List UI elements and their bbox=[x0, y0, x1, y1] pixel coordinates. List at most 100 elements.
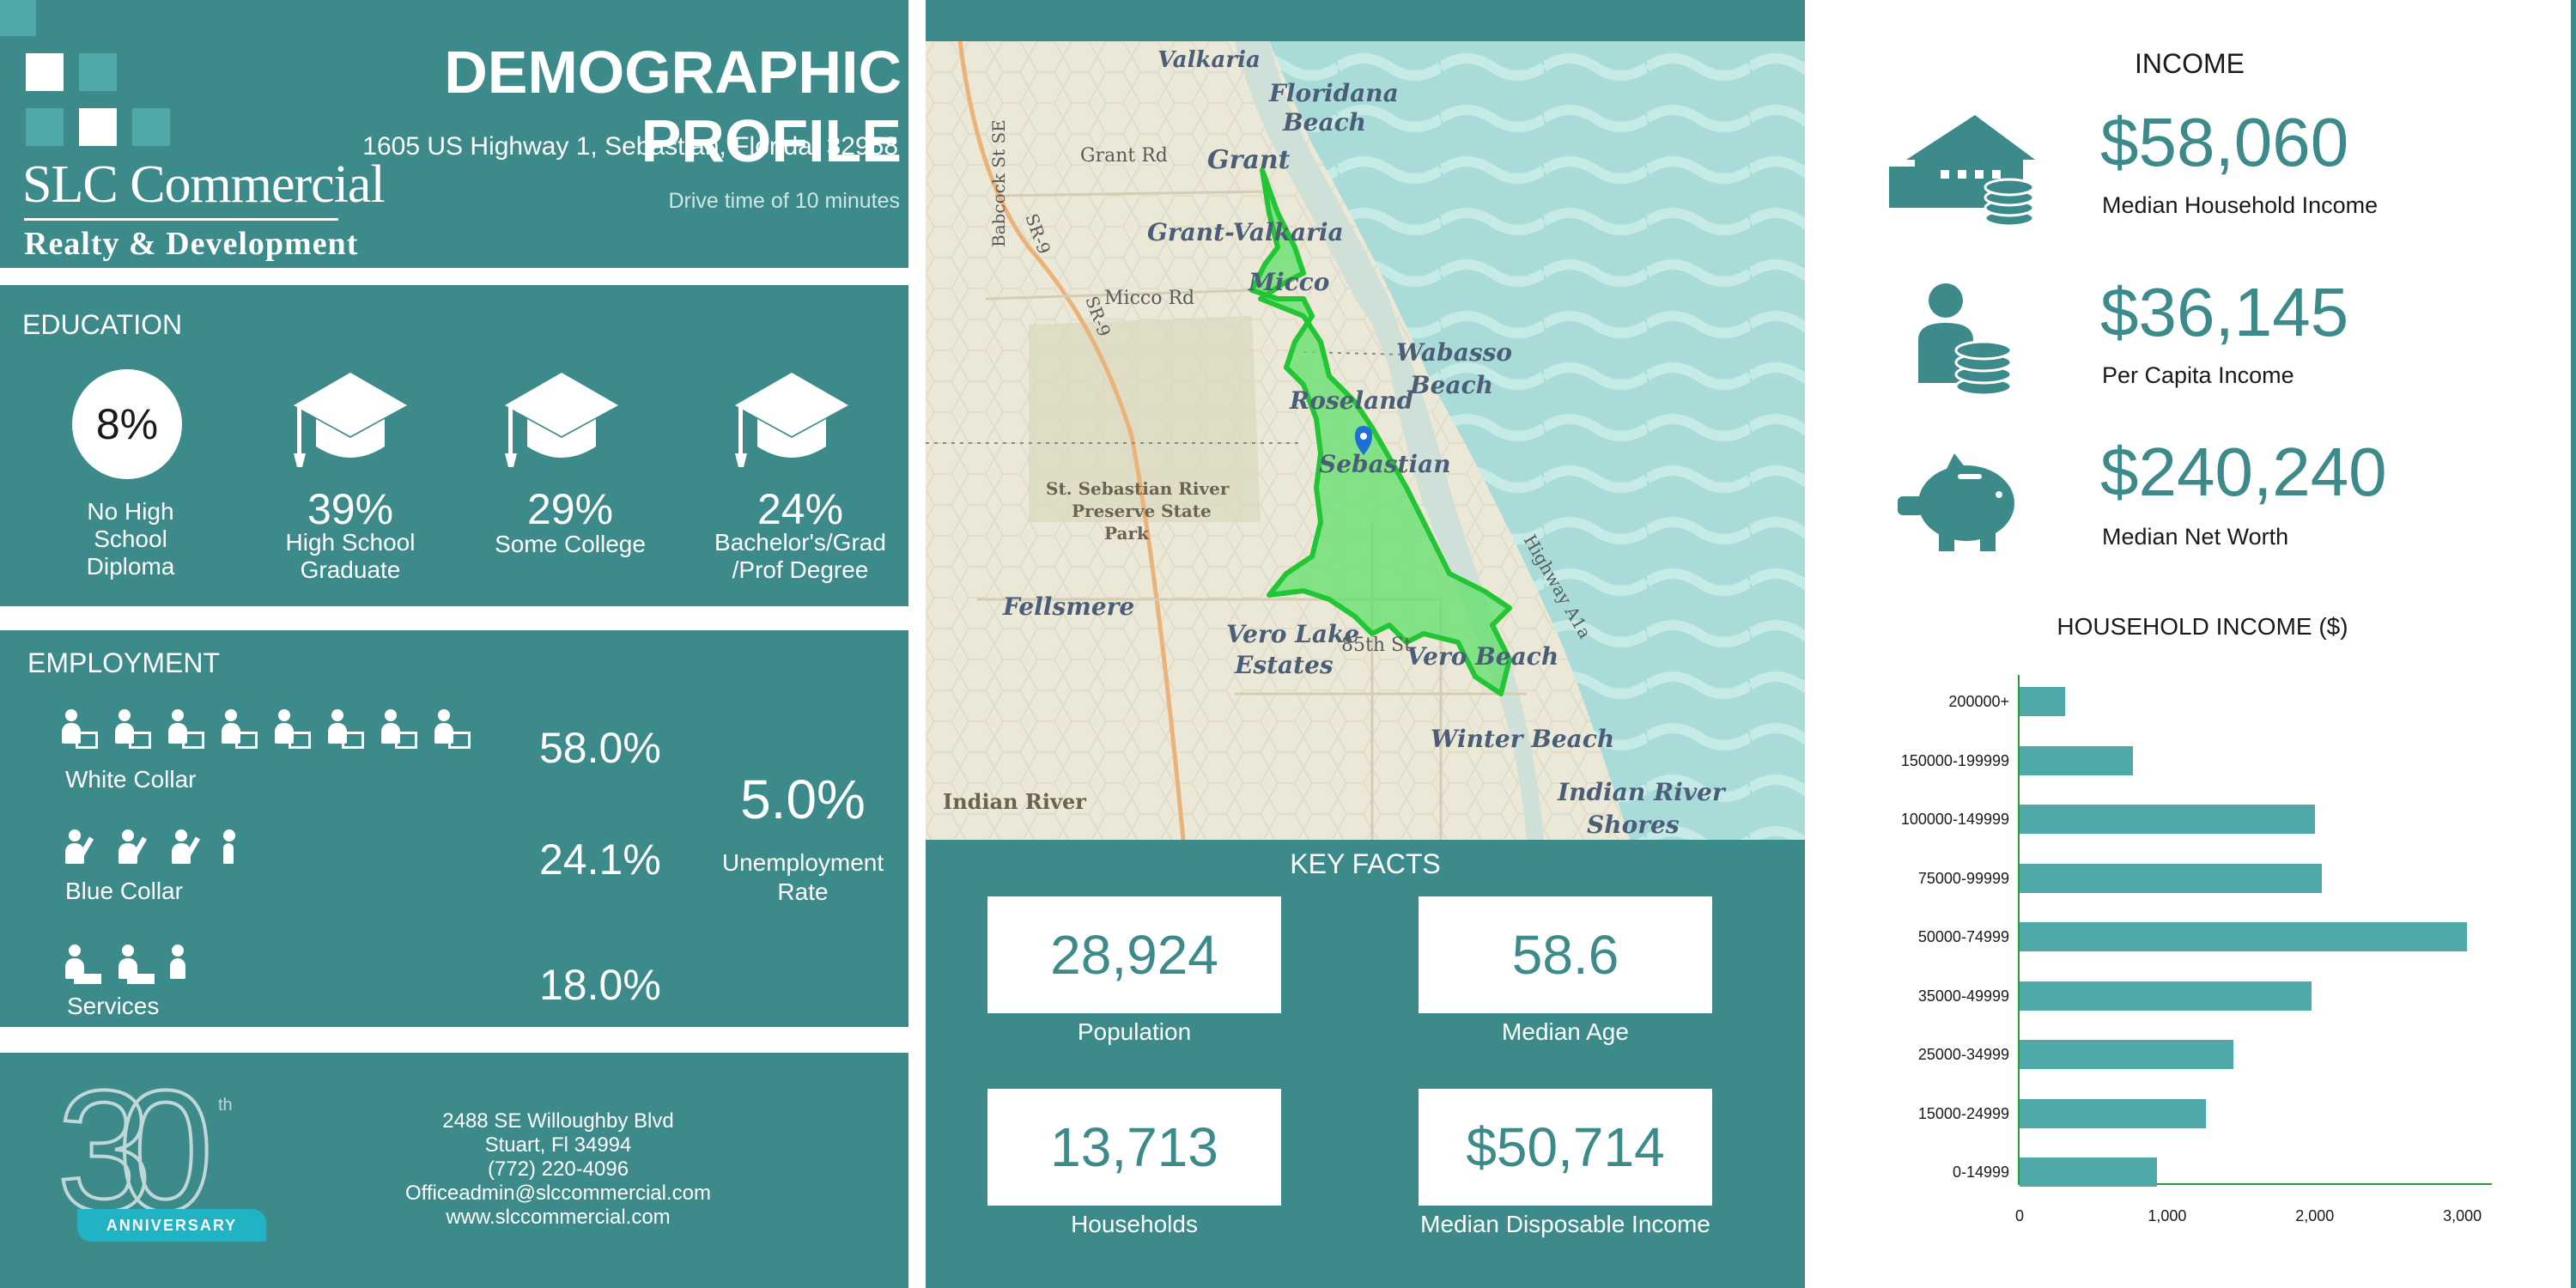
median-age-label: Median Age bbox=[1502, 1018, 1629, 1045]
map-label: Indian River bbox=[943, 789, 1086, 814]
map-label: Grant Rd bbox=[1080, 145, 1168, 167]
disposable-income-box: $50,714 bbox=[1419, 1089, 1712, 1206]
bar bbox=[2020, 805, 2315, 834]
edu-label: Bachelor's/Grad /Prof Degree bbox=[714, 529, 886, 583]
median-net-worth-label: Median Net Worth bbox=[2102, 524, 2289, 550]
category-label: 15000-24999 bbox=[1917, 1104, 2009, 1122]
population-box: 28,924 bbox=[987, 896, 1281, 1013]
office-worker-icon bbox=[326, 709, 364, 750]
employment-panel: EMPLOYMENT White Collar 58.0% Blue Colla… bbox=[0, 630, 908, 1027]
area-map[interactable]: Valkaria Floridana Beach Grant Rd Grant … bbox=[926, 41, 1805, 840]
education-title: EDUCATION bbox=[22, 309, 183, 340]
white-collar-icons bbox=[60, 709, 471, 750]
map-label: Fellsmere bbox=[1002, 592, 1134, 621]
edu-label: Some College bbox=[495, 531, 646, 557]
drive-time-polygon bbox=[1249, 167, 1512, 696]
logo-divider bbox=[24, 218, 338, 221]
median-age-box: 58.6 bbox=[1419, 896, 1712, 1013]
drive-time: Drive time of 10 minutes bbox=[668, 189, 900, 213]
right-edge-bar bbox=[2571, 0, 2576, 1288]
laborer-icon bbox=[170, 829, 208, 871]
category-label: 50000-74999 bbox=[1917, 928, 2009, 945]
x-tick-label: 0 bbox=[2014, 1207, 2024, 1224]
location-pin-icon bbox=[1355, 426, 1372, 455]
category-label: 200000+ bbox=[1948, 693, 2009, 710]
service-worker-icon bbox=[117, 945, 155, 986]
unemployment-label: Unemployment Rate bbox=[721, 849, 884, 905]
house-coins-icon bbox=[1889, 115, 2035, 228]
map-label: Roseland bbox=[1289, 386, 1413, 415]
x-tick-label: 2,000 bbox=[2295, 1207, 2335, 1224]
per-capita-income-label: Per Capita Income bbox=[2102, 362, 2294, 388]
median-household-income-label: Median Household Income bbox=[2102, 192, 2379, 218]
chart-title: HOUSEHOLD INCOME ($) bbox=[2057, 613, 2348, 640]
education-panel: EDUCATION 8% No High School Diploma 39% … bbox=[0, 285, 908, 606]
key-facts-panel: KEY FACTS 28,924 Population 58.6 Median … bbox=[926, 840, 1805, 1288]
services-pct: 18.0% bbox=[539, 961, 661, 1009]
laborer-icon-partial bbox=[223, 829, 235, 871]
office-worker-icon bbox=[113, 709, 151, 750]
households-box: 13,713 bbox=[987, 1089, 1281, 1206]
category-label: 75000-99999 bbox=[1917, 869, 2009, 887]
edu-pct: 24% bbox=[756, 485, 844, 533]
x-tick-label: 3,000 bbox=[2443, 1207, 2482, 1224]
map-label: Sebastian bbox=[1319, 450, 1451, 478]
service-worker-icon-partial bbox=[170, 945, 187, 986]
map-label: Micco bbox=[1248, 268, 1329, 296]
person-coins-icon bbox=[1918, 283, 2013, 397]
laborer-icon bbox=[64, 829, 101, 871]
bar bbox=[2020, 981, 2312, 1011]
contact-email[interactable]: Officeadmin@slccommercial.com bbox=[404, 1182, 711, 1205]
unemployment-rate: 5.0% bbox=[740, 769, 866, 830]
map-label: Winter Beach bbox=[1431, 725, 1614, 753]
bar bbox=[2020, 1040, 2234, 1069]
income-title: INCOME bbox=[2135, 48, 2245, 79]
graduation-cap-icon bbox=[505, 373, 618, 467]
office-worker-icon bbox=[433, 709, 471, 750]
header-panel: SLC Commercial Realty & Development DEMO… bbox=[0, 0, 908, 268]
map-label: Micco Rd bbox=[1104, 288, 1194, 309]
laborer-icon bbox=[117, 829, 155, 871]
logo-sub-text: Realty & Development bbox=[24, 226, 359, 262]
blue-collar-icons bbox=[64, 829, 235, 871]
white-collar-label: White Collar bbox=[65, 766, 197, 793]
median-household-income: $58,060 bbox=[2100, 104, 2349, 180]
contact-city: Stuart, Fl 34994 bbox=[484, 1133, 632, 1157]
contact-website[interactable]: www.slccommercial.com bbox=[446, 1206, 671, 1229]
map-label: Vero Beach bbox=[1406, 642, 1558, 671]
category-label: 100000-149999 bbox=[1900, 811, 2009, 828]
household-income-chart: 200000+ 150000-199999 100000-149999 75000-9… bbox=[1889, 670, 2542, 1236]
key-facts-title: KEY FACTS bbox=[1290, 848, 1441, 879]
map-label: Valkaria bbox=[1157, 47, 1261, 73]
white-collar-pct: 58.0% bbox=[539, 724, 661, 772]
graduation-cap-icon bbox=[735, 373, 848, 467]
contact-street: 2488 SE Willoughby Blvd bbox=[442, 1109, 674, 1133]
map-label: Park bbox=[1104, 523, 1150, 544]
map-label: Indian River bbox=[1557, 778, 1727, 806]
map-label: Grant bbox=[1207, 145, 1291, 175]
map-label: 85th St bbox=[1341, 635, 1412, 656]
site-address: 1605 US Highway 1, Sebastian, Florida, 3… bbox=[362, 132, 898, 161]
households-label: Households bbox=[1071, 1211, 1198, 1237]
map-label: Estates bbox=[1234, 651, 1334, 679]
category-label: 0-14999 bbox=[1952, 1163, 2009, 1181]
services-icons bbox=[64, 945, 187, 986]
map-top-strip bbox=[926, 0, 1805, 41]
map-label: St. Sebastian River bbox=[1046, 478, 1230, 499]
blue-collar-pct: 24.1% bbox=[539, 835, 661, 884]
office-worker-icon bbox=[220, 709, 258, 750]
map-label: Floridana bbox=[1268, 79, 1399, 107]
map-label: Shores bbox=[1587, 811, 1680, 839]
disposable-income-label: Median Disposable Income bbox=[1420, 1211, 1710, 1237]
page-title: DEMOGRAPHIC PROFILE bbox=[444, 39, 902, 174]
office-worker-icon bbox=[273, 709, 311, 750]
map-label: Grant-Valkaria bbox=[1147, 218, 1344, 246]
y-axis-line bbox=[2018, 675, 2020, 1185]
contact-block: 2488 SE Willoughby Blvd Stuart, Fl 34994… bbox=[361, 1109, 756, 1230]
x-tick-label: 1,000 bbox=[2148, 1207, 2187, 1224]
bar bbox=[2020, 863, 2323, 893]
map-label: Babcock St SE bbox=[988, 119, 1009, 247]
logo-main-text: SLC Commercial bbox=[22, 155, 386, 214]
category-label: 25000-34999 bbox=[1917, 1046, 2009, 1063]
map-label: Preserve State bbox=[1072, 501, 1212, 521]
